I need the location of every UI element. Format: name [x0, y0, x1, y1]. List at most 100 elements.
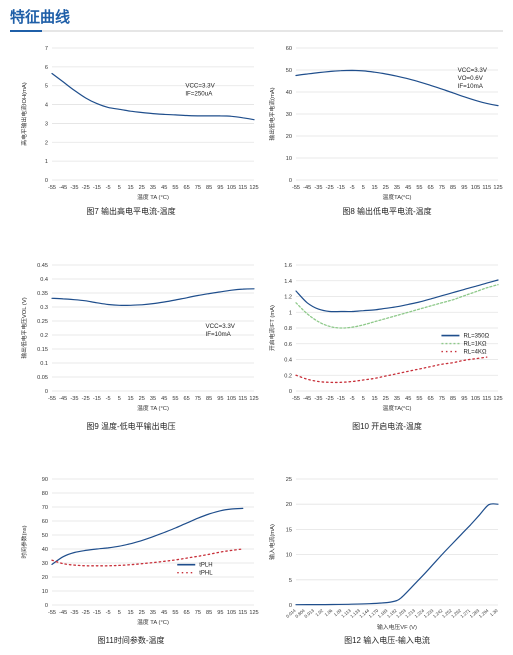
y-tick-label: 1.6 [284, 263, 292, 269]
y-tick-label: 0 [289, 603, 292, 609]
x-tick-label: -45 [59, 610, 67, 616]
x-tick-label: -25 [82, 185, 90, 191]
y-tick-label: 4 [45, 103, 48, 109]
x-tick-label: 55 [416, 185, 422, 191]
series-line-2 [295, 284, 499, 329]
y-tick-label: 0.35 [37, 291, 48, 297]
x-tick-label: -5 [350, 396, 355, 402]
y-tick-label: 0 [45, 603, 48, 609]
x-tick-label: 65 [184, 396, 190, 402]
x-tick-label: 115 [482, 185, 491, 191]
x-tick-label: 105 [471, 396, 480, 402]
x-tick-label: 95 [461, 396, 467, 402]
y-tick-label: 0.8 [284, 326, 292, 332]
x-tick-label: 95 [461, 185, 467, 191]
x-tick-label: 35 [150, 396, 156, 402]
chart-fig10: 00.20.40.60.811.21.41.6-55 -45 -35 -25 -15 -5… [268, 263, 503, 431]
figure-caption: 图8 输出低电平电流-温度 [342, 206, 431, 216]
legend-label: RL=350Ω [463, 334, 489, 340]
x-tick-label: 55 [172, 185, 178, 191]
x-tick-label: 95 [217, 396, 223, 402]
y-tick-label: 20 [286, 502, 292, 508]
x-tick-label: 105 [471, 185, 480, 191]
y-tick-label: 50 [286, 68, 292, 74]
x-tick-label: 65 [184, 610, 190, 616]
y-tick-label: 60 [286, 46, 292, 52]
y-tick-label: 80 [42, 491, 48, 497]
y-tick-label: 1 [45, 159, 48, 165]
chart-fig9: 00.050.10.150.20.250.30.350.40.45-55 -45-… [20, 263, 259, 431]
condition-annotation: IF=10mA [206, 331, 232, 338]
y-tick-label: 40 [42, 547, 48, 553]
x-tick-label: -25 [326, 396, 334, 402]
x-tick-label: 85 [206, 396, 212, 402]
x-tick-label: -55 [292, 185, 300, 191]
condition-annotation: VCC=3.3V [458, 67, 488, 74]
x-tick-label: 15 [127, 185, 133, 191]
x-tick-label: 65 [428, 185, 434, 191]
y-tick-label: 5 [289, 578, 292, 584]
y-tick-label: 0 [289, 178, 292, 184]
x-tick-label: 5 [118, 610, 121, 616]
legend-label: tPLH [199, 563, 212, 569]
x-tick-label: 125 [249, 185, 258, 191]
y-tick-label: 10 [286, 553, 292, 559]
y-axis-label: 输出低电平电流(mA) [268, 87, 276, 140]
x-tick-label: -55 [48, 396, 56, 402]
y-axis-label: 时间参数(ns) [20, 525, 28, 558]
y-tick-label: 10 [286, 156, 292, 162]
x-tick-label: 35 [150, 610, 156, 616]
x-tick-label: 105 [227, 185, 236, 191]
x-tick-label: 115 [238, 185, 247, 191]
x-tick-label: 25 [383, 396, 389, 402]
x-tick-label: 125 [249, 396, 258, 402]
x-tick-label: 1.271 [459, 608, 471, 619]
series-line-1 [51, 288, 255, 307]
x-tick-label: -45 [59, 396, 67, 402]
figure-caption: 图10 开启电流-温度 [352, 421, 422, 431]
legend-label: RL=4KΩ [463, 350, 487, 356]
x-tick-label: 1.133 [349, 608, 361, 619]
y-tick-label: 0.3 [40, 305, 48, 311]
x-tick-label: -55 [48, 610, 56, 616]
x-tick-label: 85 [450, 185, 456, 191]
y-tick-label: 1.2 [284, 295, 292, 301]
x-tick-label: 45 [161, 610, 167, 616]
x-tick-label: 85 [206, 610, 212, 616]
y-tick-label: 20 [286, 134, 292, 140]
title-accent-bar [10, 30, 42, 32]
y-axis-label: 开启电流IFT (mA) [268, 305, 276, 351]
y-tick-label: 40 [286, 90, 292, 96]
condition-annotation: VCC=3.3V [185, 83, 215, 90]
x-tick-label: 1.183 [377, 608, 389, 619]
x-axis-label: 输入电压VF (V) [377, 623, 417, 631]
series-line-2 [51, 548, 244, 567]
x-tick-label: -35 [314, 396, 322, 402]
series-line-1 [295, 69, 499, 107]
x-tick-label: -15 [337, 185, 345, 191]
x-tick-label: 105 [227, 396, 236, 402]
page-title: 特征曲线 [10, 9, 71, 26]
x-tick-label: 45 [405, 396, 411, 402]
y-tick-label: 0.25 [37, 319, 48, 325]
x-tick-label: 115 [238, 396, 247, 402]
x-axis-label: 温度 TA (°C) [137, 404, 169, 412]
condition-annotation: IF=10mA [458, 83, 484, 90]
x-tick-label: 1.02 [314, 608, 324, 618]
y-tick-label: 25 [286, 477, 292, 483]
x-tick-label: -5 [106, 185, 111, 191]
x-tick-label: -45 [303, 396, 311, 402]
x-axis-label: 温度TA(°C) [383, 404, 412, 412]
y-tick-label: 0.2 [284, 373, 292, 379]
y-tick-label: 5 [45, 84, 48, 90]
y-tick-label: 20 [42, 575, 48, 581]
x-tick-label: 115 [482, 396, 491, 402]
y-tick-label: 6 [45, 65, 48, 71]
x-tick-label: 1.294 [478, 608, 490, 619]
series-line-1 [295, 279, 499, 313]
x-tick-label: -5 [106, 396, 111, 402]
x-tick-label: 0.913 [303, 608, 315, 619]
x-tick-label: 65 [184, 185, 190, 191]
